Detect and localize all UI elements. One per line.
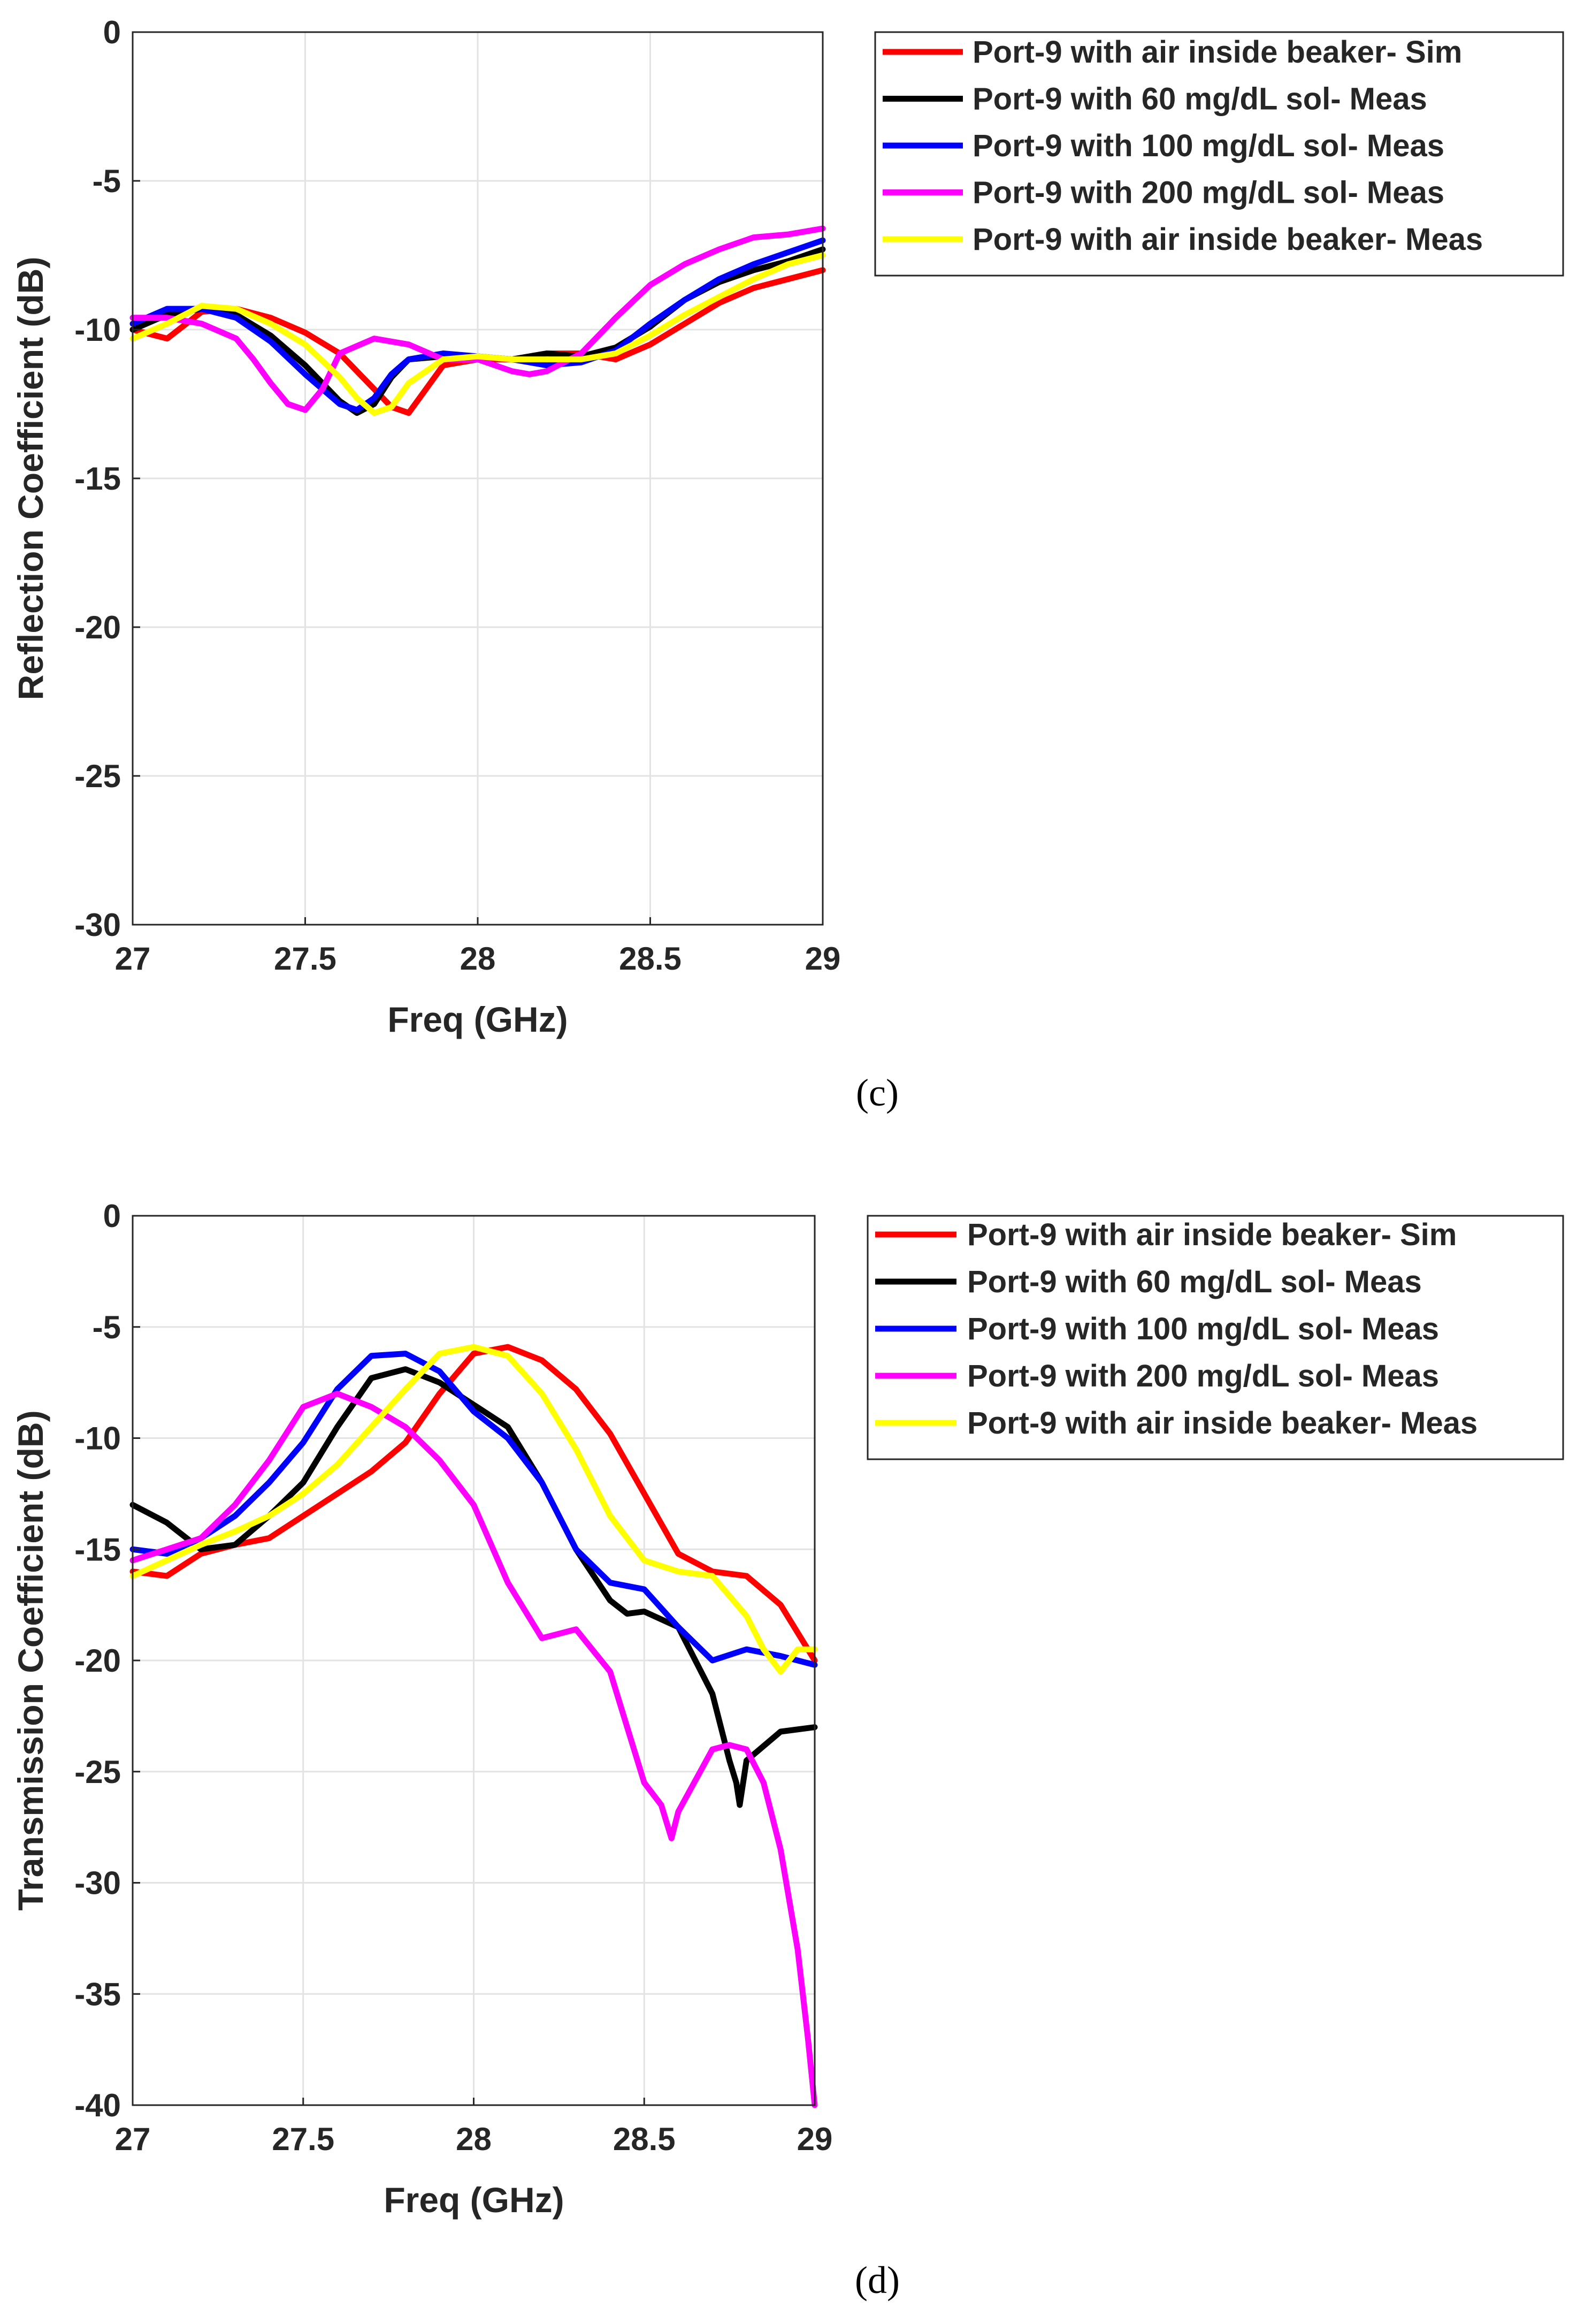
reflection-legend-label-meas-air: Port-9 with air inside beaker- Meas (973, 222, 1483, 257)
reflection-x-tick-label: 28.5 (619, 941, 682, 977)
reflection-x-tick-label: 28 (460, 941, 496, 977)
transmission-x-tick-label: 27 (115, 2121, 151, 2157)
transmission-series-group (129, 1344, 818, 2108)
transmission-series-meas-100 (129, 1351, 818, 1668)
reflection-y-tick-label: 0 (103, 14, 121, 50)
transmission-legend-label-meas-60: Port-9 with 60 mg/dL sol- Meas (967, 1264, 1422, 1299)
transmission-legend-label-sim-air: Port-9 with air inside beaker- Sim (967, 1217, 1457, 1252)
reflection-x-tick-label: 27 (115, 941, 151, 977)
reflection-y-axis-label: Reflection Coefficient (dB) (11, 257, 50, 700)
reflection-legend-label-meas-100: Port-9 with 100 mg/dL sol- Meas (973, 128, 1444, 163)
transmission-series-meas-air (129, 1344, 818, 1675)
reflection-series-meas-air (129, 252, 826, 416)
reflection-y-tick-label: -10 (74, 312, 121, 348)
reflection-legend: Port-9 with air inside beaker- Sim Port-9… (874, 31, 1564, 277)
transmission-y-tick-label: 0 (103, 1198, 121, 1234)
reflection-legend-label-meas-200: Port-9 with 200 mg/dL sol- Meas (973, 176, 1444, 210)
transmission-x-tick-label: 28 (456, 2121, 492, 2157)
transmission-y-tick-label: -20 (74, 1643, 121, 1679)
transmission-y-tick-label: -10 (74, 1421, 121, 1457)
reflection-x-axis-label: Freq (GHz) (387, 1000, 568, 1039)
transmission-x-axis-label: Freq (GHz) (384, 2180, 564, 2220)
transmission-series-meas-200 (129, 1390, 818, 2108)
transmission-y-tick-label: -5 (93, 1309, 121, 1345)
reflection-y-tick-label: -5 (93, 163, 121, 199)
transmission-chart-panel: 27 27.5 28 28.5 29 0 -5 -10 -15 -20 -25 -30 -35 -40 F… (11, 1198, 1564, 2302)
reflection-x-tick-label: 27.5 (274, 941, 336, 977)
transmission-series-sim-air (129, 1344, 818, 1664)
transmission-y-tick-label: -30 (74, 1865, 121, 1901)
reflection-y-tick-label: -20 (74, 609, 121, 645)
reflection-legend-box (874, 31, 1564, 277)
reflection-series-group (129, 225, 826, 416)
reflection-legend-label-sim-air: Port-9 with air inside beaker- Sim (973, 35, 1462, 70)
transmission-tick-labels: 27 27.5 28 28.5 29 0 -5 -10 -15 -20 -25 -30 -35 -40 (74, 1198, 832, 2157)
reflection-y-tick-label: -30 (74, 907, 121, 943)
reflection-chart-panel: 27 27.5 28 28.5 29 0 -5 -10 -15 -20 -25 -30 Freq (G… (11, 14, 1564, 1114)
reflection-series-meas-100 (129, 237, 826, 413)
transmission-legend: Port-9 with air inside beaker- Sim Port-9… (867, 1215, 1564, 1460)
reflection-legend-label-meas-60: Port-9 with 60 mg/dL sol- Meas (973, 82, 1427, 117)
transmission-y-tick-label: -25 (74, 1754, 121, 1790)
reflection-y-tick-label: -15 (74, 461, 121, 497)
reflection-series-sim-air (129, 267, 826, 416)
transmission-y-axis-label: Transmission Coefficient (dB) (11, 1410, 50, 1910)
transmission-x-tick-label: 28.5 (613, 2121, 676, 2157)
reflection-tick-labels: 27 27.5 28 28.5 29 0 -5 -10 -15 -20 -25 -30 (74, 14, 840, 977)
reflection-y-tick-label: -25 (74, 758, 121, 794)
panel-c-caption: (c) (856, 1071, 899, 1114)
reflection-gridlines (133, 32, 823, 925)
transmission-y-tick-label: -40 (74, 2087, 121, 2123)
transmission-legend-label-meas-100: Port-9 with 100 mg/dL sol- Meas (967, 1312, 1439, 1346)
panel-d-caption: (d) (855, 2259, 900, 2302)
transmission-legend-label-meas-air: Port-9 with air inside beaker- Meas (967, 1406, 1478, 1441)
transmission-x-tick-label: 27.5 (272, 2121, 334, 2157)
transmission-x-tick-label: 29 (797, 2121, 833, 2157)
transmission-legend-label-meas-200: Port-9 with 200 mg/dL sol- Meas (967, 1359, 1439, 1393)
transmission-y-tick-label: -35 (74, 1976, 121, 2012)
transmission-y-tick-label: -15 (74, 1531, 121, 1567)
transmission-legend-box (867, 1215, 1564, 1460)
reflection-x-tick-label: 29 (805, 941, 841, 977)
